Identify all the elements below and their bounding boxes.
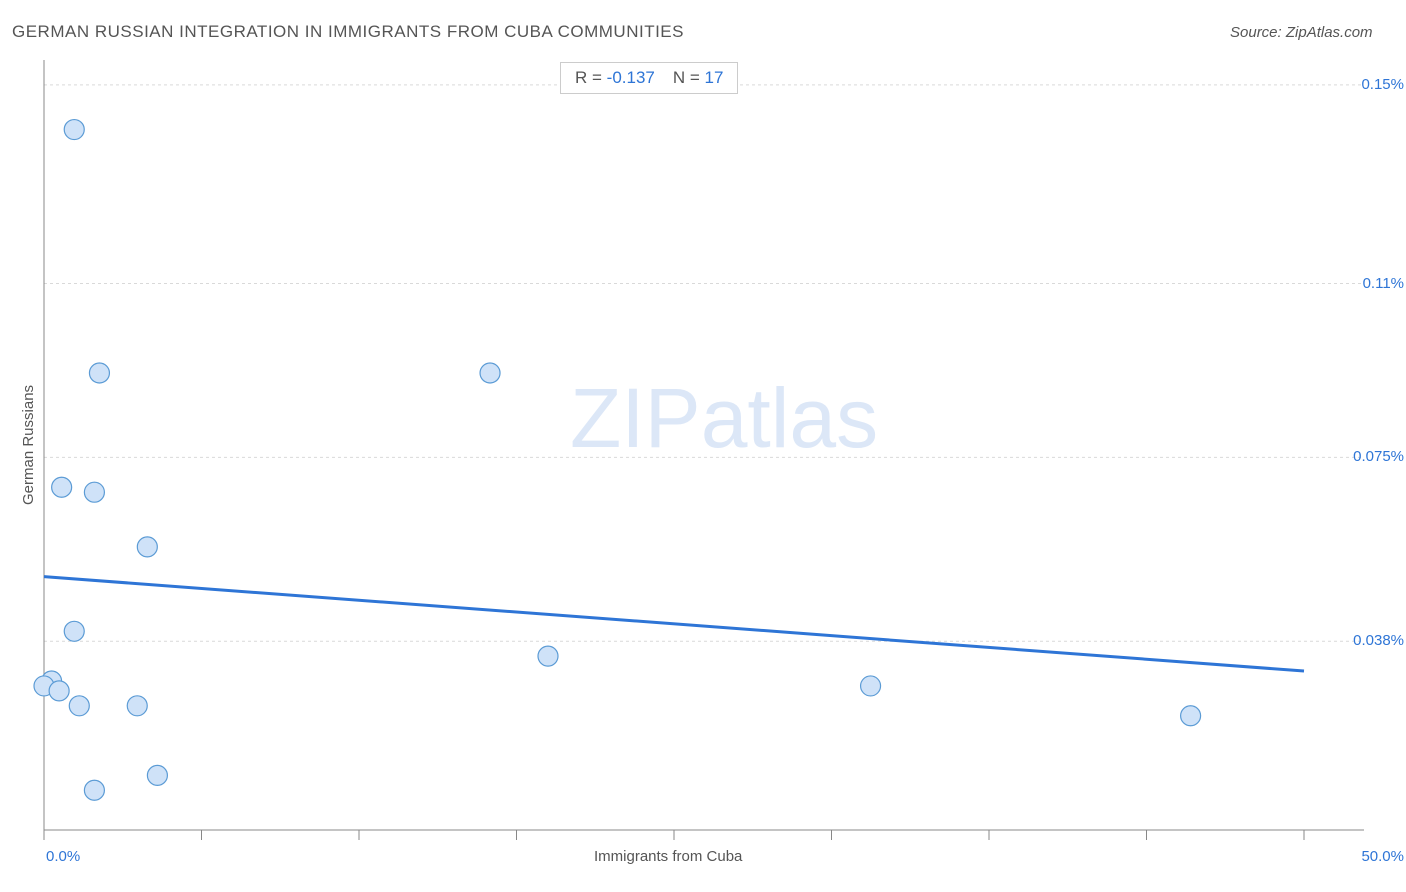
y-axis-label: German Russians (20, 385, 37, 505)
data-point (480, 363, 500, 383)
data-point (84, 482, 104, 502)
data-point (64, 120, 84, 140)
n-label: N = (673, 68, 700, 87)
trend-line (44, 577, 1304, 671)
y-tick-label: 0.15% (1361, 76, 1404, 93)
data-point (861, 676, 881, 696)
data-point (127, 696, 147, 716)
y-tick-label: 0.075% (1353, 448, 1404, 465)
data-point (84, 780, 104, 800)
data-point (69, 696, 89, 716)
x-axis-label: Immigrants from Cuba (594, 848, 742, 865)
stats-r: R = -0.137 (575, 68, 655, 88)
data-point (52, 477, 72, 497)
data-point (64, 621, 84, 641)
data-point (89, 363, 109, 383)
r-label: R = (575, 68, 602, 87)
x-tick-label: 0.0% (46, 848, 80, 865)
data-point (1181, 706, 1201, 726)
data-point (538, 646, 558, 666)
y-tick-label: 0.11% (1363, 275, 1404, 292)
stats-box: R = -0.137 N = 17 (560, 62, 738, 94)
scatter-chart: GERMAN RUSSIAN INTEGRATION IN IMMIGRANTS… (0, 0, 1406, 892)
data-point (137, 537, 157, 557)
x-tick-label: 50.0% (1361, 848, 1404, 865)
n-value: 17 (705, 68, 724, 87)
plot-area (0, 0, 1406, 892)
data-point (49, 681, 69, 701)
r-value: -0.137 (607, 68, 655, 87)
data-point (147, 765, 167, 785)
stats-n: N = 17 (673, 68, 724, 88)
y-tick-label: 0.038% (1353, 632, 1404, 649)
